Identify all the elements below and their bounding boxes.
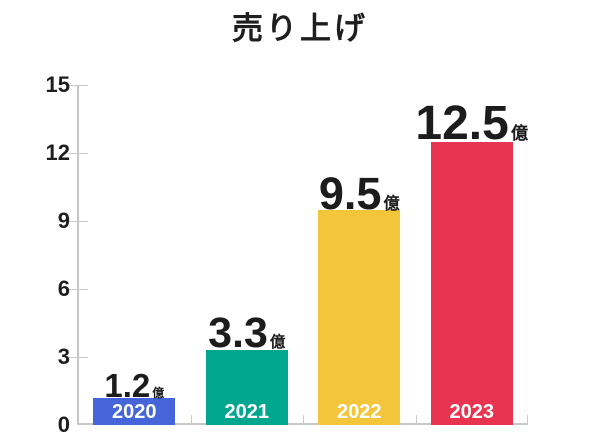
bar-value-label: 3.3 億	[208, 312, 285, 355]
bar-value-number: 9.5	[318, 168, 382, 219]
bar-2021: 2021	[205, 350, 288, 425]
bar-year-label: 2020	[112, 401, 157, 423]
bar-2023: 2023	[430, 142, 513, 425]
bar-year-label: 2022	[337, 401, 382, 423]
x-tick-mark	[527, 415, 528, 423]
y-tick-mark	[69, 84, 88, 86]
y-tick-mark	[69, 356, 88, 358]
y-tick-label: 6	[57, 276, 70, 301]
bar-value-number: 1.2	[104, 367, 151, 404]
bar-value-unit: 億	[383, 195, 400, 213]
bar-value-unit: 億	[152, 386, 165, 400]
bar-2022: 2022	[318, 210, 401, 425]
bar-2020: 2020	[93, 398, 176, 425]
y-axis-line	[77, 85, 79, 425]
x-tick-mark	[190, 415, 192, 423]
bar-year-label: 2023	[449, 401, 495, 423]
y-tick-mark	[69, 288, 88, 290]
y-tick-label: 12	[45, 140, 70, 165]
y-tick-mark	[69, 220, 88, 222]
y-tick-label: 3	[57, 344, 70, 369]
y-tick-label: 0	[57, 412, 70, 437]
y-tick-label: 9	[57, 208, 70, 233]
x-axis-line	[78, 423, 528, 425]
x-tick-mark	[415, 415, 417, 423]
y-tick-label: 15	[45, 72, 70, 97]
bar-value-label: 9.5 億	[319, 171, 400, 216]
bar-value-label: 12.5 億	[415, 100, 528, 148]
chart-title: 売り上げ	[232, 11, 368, 46]
bar-value-number: 3.3	[208, 309, 268, 357]
bar-value-unit: 億	[510, 123, 529, 143]
x-tick-mark	[303, 415, 304, 423]
bar-value-number: 12.5	[415, 97, 509, 150]
y-tick-mark	[69, 152, 88, 154]
bar-value-label: 1.2 億	[104, 369, 164, 402]
bar-year-label: 2021	[224, 401, 270, 423]
bar-value-unit: 億	[269, 334, 286, 351]
